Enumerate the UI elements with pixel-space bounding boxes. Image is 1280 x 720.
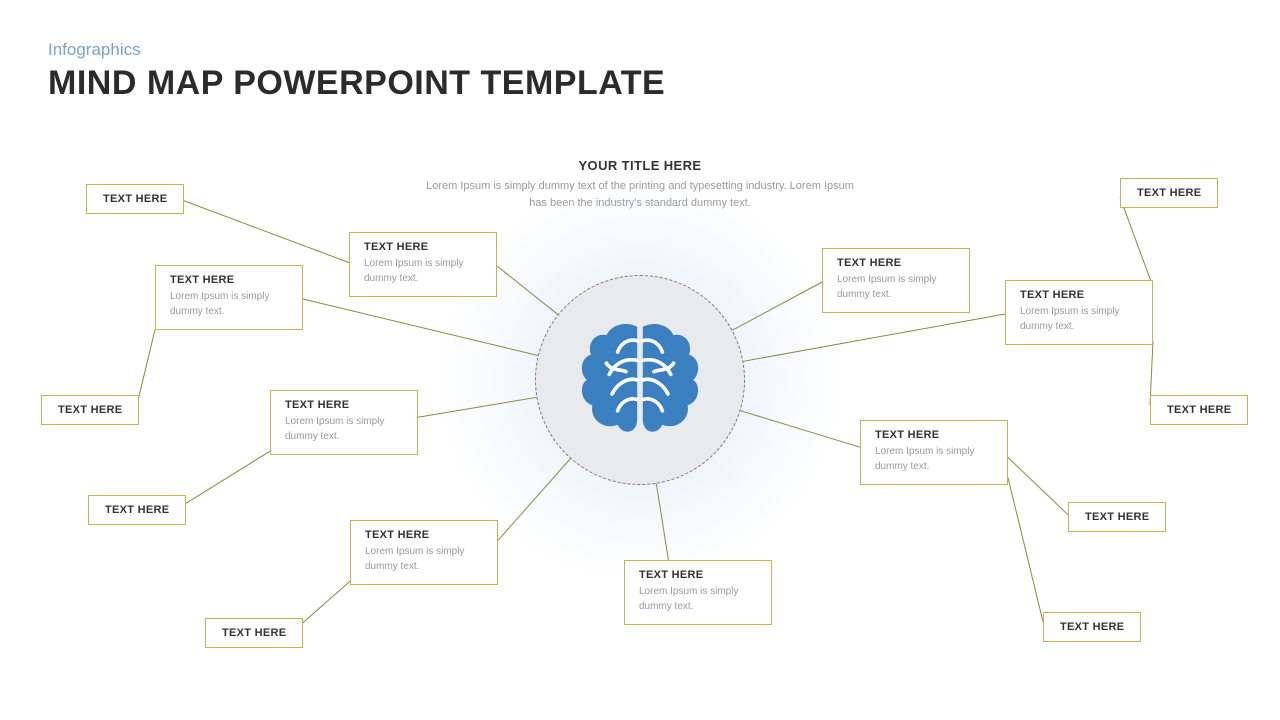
mindmap-node-level1: TEXT HERE Lorem Ipsum is simply dummy tex… [860, 420, 1008, 485]
node-desc: Lorem Ipsum is simply dummy text. [639, 585, 757, 614]
slide-stage: Infographics MIND MAP POWERPOINT TEMPLAT… [0, 0, 1280, 720]
node-desc: Lorem Ipsum is simply dummy text. [1020, 305, 1138, 334]
mindmap-node-level1: TEXT HERE Lorem Ipsum is simply dummy tex… [822, 248, 970, 313]
node-desc: Lorem Ipsum is simply dummy text. [875, 445, 993, 474]
node-title: TEXT HERE [365, 529, 483, 541]
node-title: TEXT HERE [364, 241, 482, 253]
node-title: TEXT HERE [875, 429, 993, 441]
mindmap-node-level2: TEXT HERE [1150, 395, 1248, 425]
mindmap-node-level1: TEXT HERE Lorem Ipsum is simply dummy tex… [350, 520, 498, 585]
page-title: MIND MAP POWERPOINT TEMPLATE [48, 64, 665, 103]
node-desc: Lorem Ipsum is simply dummy text. [170, 290, 288, 319]
mindmap-node-level2: TEXT HERE [86, 184, 184, 214]
node-title: TEXT HERE [639, 569, 757, 581]
node-title: TEXT HERE [1020, 289, 1138, 301]
mindmap-node-level1: TEXT HERE Lorem Ipsum is simply dummy tex… [624, 560, 772, 625]
node-desc: Lorem Ipsum is simply dummy text. [364, 257, 482, 286]
node-desc: Lorem Ipsum is simply dummy text. [285, 415, 403, 444]
mindmap-node-level1: TEXT HERE Lorem Ipsum is simply dummy tex… [155, 265, 303, 330]
mindmap-node-level2: TEXT HERE [205, 618, 303, 648]
mindmap-node-level2: TEXT HERE [1120, 178, 1218, 208]
node-desc: Lorem Ipsum is simply dummy text. [365, 545, 483, 574]
mindmap-node-level1: TEXT HERE Lorem Ipsum is simply dummy tex… [270, 390, 418, 455]
node-title: TEXT HERE [170, 274, 288, 286]
mindmap-node-level2: TEXT HERE [1068, 502, 1166, 532]
mindmap-node-level2: TEXT HERE [88, 495, 186, 525]
mindmap-node-level2: TEXT HERE [41, 395, 139, 425]
node-title: TEXT HERE [837, 257, 955, 269]
mindmap-node-level1: TEXT HERE Lorem Ipsum is simply dummy tex… [349, 232, 497, 297]
brain-icon [570, 310, 710, 450]
node-desc: Lorem Ipsum is simply dummy text. [837, 273, 955, 302]
brain-circle [535, 275, 745, 485]
mindmap-node-level2: TEXT HERE [1043, 612, 1141, 642]
mindmap-node-level1: TEXT HERE Lorem Ipsum is simply dummy tex… [1005, 280, 1153, 345]
node-title: TEXT HERE [285, 399, 403, 411]
subtitle: Infographics [48, 40, 141, 60]
center-title: YOUR TITLE HERE [0, 158, 1280, 173]
center-desc: Lorem Ipsum is simply dummy text of the … [420, 178, 860, 211]
